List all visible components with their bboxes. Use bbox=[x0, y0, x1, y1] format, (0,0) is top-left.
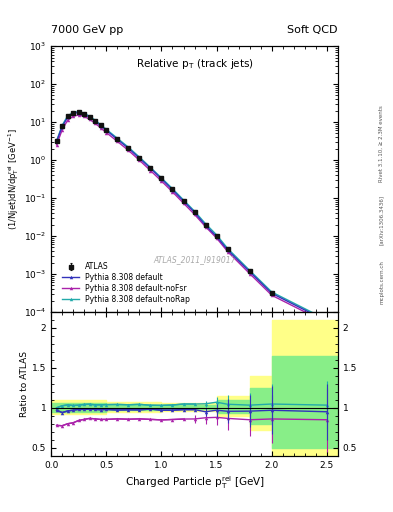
Pythia 8.308 default-noRap bbox=[137, 154, 142, 160]
Pythia 8.308 default bbox=[192, 209, 197, 216]
Pythia 8.308 default bbox=[60, 124, 64, 130]
Pythia 8.308 default-noRap bbox=[325, 317, 329, 323]
Pythia 8.308 default bbox=[214, 233, 219, 240]
Text: Soft QCD: Soft QCD bbox=[288, 26, 338, 35]
Pythia 8.308 default-noRap bbox=[159, 175, 164, 181]
Pythia 8.308 default bbox=[76, 110, 81, 116]
Pythia 8.308 default-noRap bbox=[247, 267, 252, 273]
Pythia 8.308 default-noRap bbox=[203, 221, 208, 227]
Pythia 8.308 default-noRap bbox=[148, 164, 153, 170]
Pythia 8.308 default bbox=[225, 247, 230, 253]
X-axis label: Charged Particle p$_\mathrm{T}^{\rm rel}$ [GeV]: Charged Particle p$_\mathrm{T}^{\rm rel}… bbox=[125, 474, 264, 490]
Pythia 8.308 default bbox=[65, 114, 70, 120]
Pythia 8.308 default-noRap bbox=[214, 232, 219, 238]
Pythia 8.308 default-noRap bbox=[71, 109, 75, 115]
Pythia 8.308 default-noRap bbox=[192, 208, 197, 214]
Pythia 8.308 default-noFsr bbox=[225, 248, 230, 254]
Pythia 8.308 default-noRap bbox=[76, 109, 81, 115]
Pythia 8.308 default bbox=[54, 138, 59, 144]
Pythia 8.308 default-noFsr bbox=[181, 200, 186, 206]
Pythia 8.308 default bbox=[71, 110, 75, 116]
Pythia 8.308 default-noFsr bbox=[82, 113, 86, 119]
Pythia 8.308 default bbox=[148, 165, 153, 171]
Line: Pythia 8.308 default-noFsr: Pythia 8.308 default-noFsr bbox=[55, 113, 329, 325]
Pythia 8.308 default-noFsr bbox=[115, 138, 119, 144]
Pythia 8.308 default-noFsr bbox=[71, 113, 75, 119]
Pythia 8.308 default-noFsr bbox=[60, 127, 64, 133]
Pythia 8.308 default bbox=[82, 111, 86, 117]
Pythia 8.308 default-noFsr bbox=[76, 112, 81, 118]
Pythia 8.308 default-noFsr bbox=[325, 320, 329, 326]
Pythia 8.308 default-noFsr bbox=[148, 167, 153, 174]
Pythia 8.308 default bbox=[181, 198, 186, 204]
Pythia 8.308 default-noFsr bbox=[170, 189, 175, 195]
Pythia 8.308 default-noRap bbox=[225, 245, 230, 251]
Pythia 8.308 default bbox=[104, 127, 108, 133]
Pythia 8.308 default bbox=[115, 136, 119, 142]
Pythia 8.308 default-noRap bbox=[82, 110, 86, 116]
Y-axis label: Ratio to ATLAS: Ratio to ATLAS bbox=[20, 351, 29, 417]
Pythia 8.308 default-noFsr bbox=[203, 224, 208, 230]
Pythia 8.308 default bbox=[247, 269, 252, 275]
Pythia 8.308 default-noFsr bbox=[192, 211, 197, 218]
Pythia 8.308 default bbox=[93, 118, 97, 124]
Pythia 8.308 default bbox=[87, 114, 92, 120]
Legend: ATLAS, Pythia 8.308 default, Pythia 8.308 default-noFsr, Pythia 8.308 default-no: ATLAS, Pythia 8.308 default, Pythia 8.30… bbox=[61, 261, 191, 306]
Pythia 8.308 default-noRap bbox=[93, 117, 97, 123]
Pythia 8.308 default-noRap bbox=[126, 144, 131, 150]
Pythia 8.308 default-noRap bbox=[65, 113, 70, 119]
Pythia 8.308 default-noRap bbox=[60, 122, 64, 129]
Pythia 8.308 default-noRap bbox=[87, 113, 92, 119]
Text: 7000 GeV pp: 7000 GeV pp bbox=[51, 26, 123, 35]
Pythia 8.308 default-noFsr bbox=[270, 292, 274, 298]
Pythia 8.308 default bbox=[203, 222, 208, 228]
Pythia 8.308 default-noFsr bbox=[93, 120, 97, 126]
Y-axis label: (1/Njet)dN/dp$_\mathrm{T}^{\rm rel}$ [GeV$^{-1}$]: (1/Njet)dN/dp$_\mathrm{T}^{\rm rel}$ [Ge… bbox=[6, 128, 21, 230]
Pythia 8.308 default-noFsr bbox=[54, 142, 59, 148]
Text: ATLAS_2011_I919017: ATLAS_2011_I919017 bbox=[153, 255, 236, 264]
Pythia 8.308 default-noFsr bbox=[137, 157, 142, 163]
Pythia 8.308 default bbox=[170, 187, 175, 193]
Pythia 8.308 default bbox=[159, 176, 164, 182]
Pythia 8.308 default bbox=[126, 145, 131, 151]
Pythia 8.308 default bbox=[270, 290, 274, 296]
Pythia 8.308 default-noFsr bbox=[87, 116, 92, 122]
Pythia 8.308 default bbox=[137, 155, 142, 161]
Pythia 8.308 default bbox=[325, 318, 329, 324]
Pythia 8.308 default-noRap bbox=[98, 122, 103, 128]
Pythia 8.308 default-noRap bbox=[115, 135, 119, 141]
Pythia 8.308 default-noRap bbox=[54, 138, 59, 144]
Pythia 8.308 default-noFsr bbox=[65, 117, 70, 123]
Pythia 8.308 default-noRap bbox=[181, 197, 186, 203]
Text: Relative p$_\mathrm{T}$ (track jets): Relative p$_\mathrm{T}$ (track jets) bbox=[136, 57, 253, 71]
Pythia 8.308 default-noFsr bbox=[98, 125, 103, 131]
Pythia 8.308 default-noRap bbox=[270, 289, 274, 295]
Pythia 8.308 default-noFsr bbox=[126, 147, 131, 154]
Text: [arXiv:1306.3436]: [arXiv:1306.3436] bbox=[379, 195, 384, 245]
Pythia 8.308 default-noFsr bbox=[104, 130, 108, 136]
Pythia 8.308 default bbox=[98, 123, 103, 129]
Text: Rivet 3.1.10, ≥ 2.3M events: Rivet 3.1.10, ≥ 2.3M events bbox=[379, 105, 384, 182]
Line: Pythia 8.308 default: Pythia 8.308 default bbox=[55, 111, 329, 323]
Pythia 8.308 default-noFsr bbox=[247, 270, 252, 276]
Text: mcplots.cern.ch: mcplots.cern.ch bbox=[379, 260, 384, 304]
Pythia 8.308 default-noRap bbox=[104, 126, 108, 132]
Pythia 8.308 default-noRap bbox=[170, 186, 175, 192]
Pythia 8.308 default-noFsr bbox=[159, 178, 164, 184]
Pythia 8.308 default-noFsr bbox=[214, 235, 219, 241]
Line: Pythia 8.308 default-noRap: Pythia 8.308 default-noRap bbox=[55, 110, 329, 322]
